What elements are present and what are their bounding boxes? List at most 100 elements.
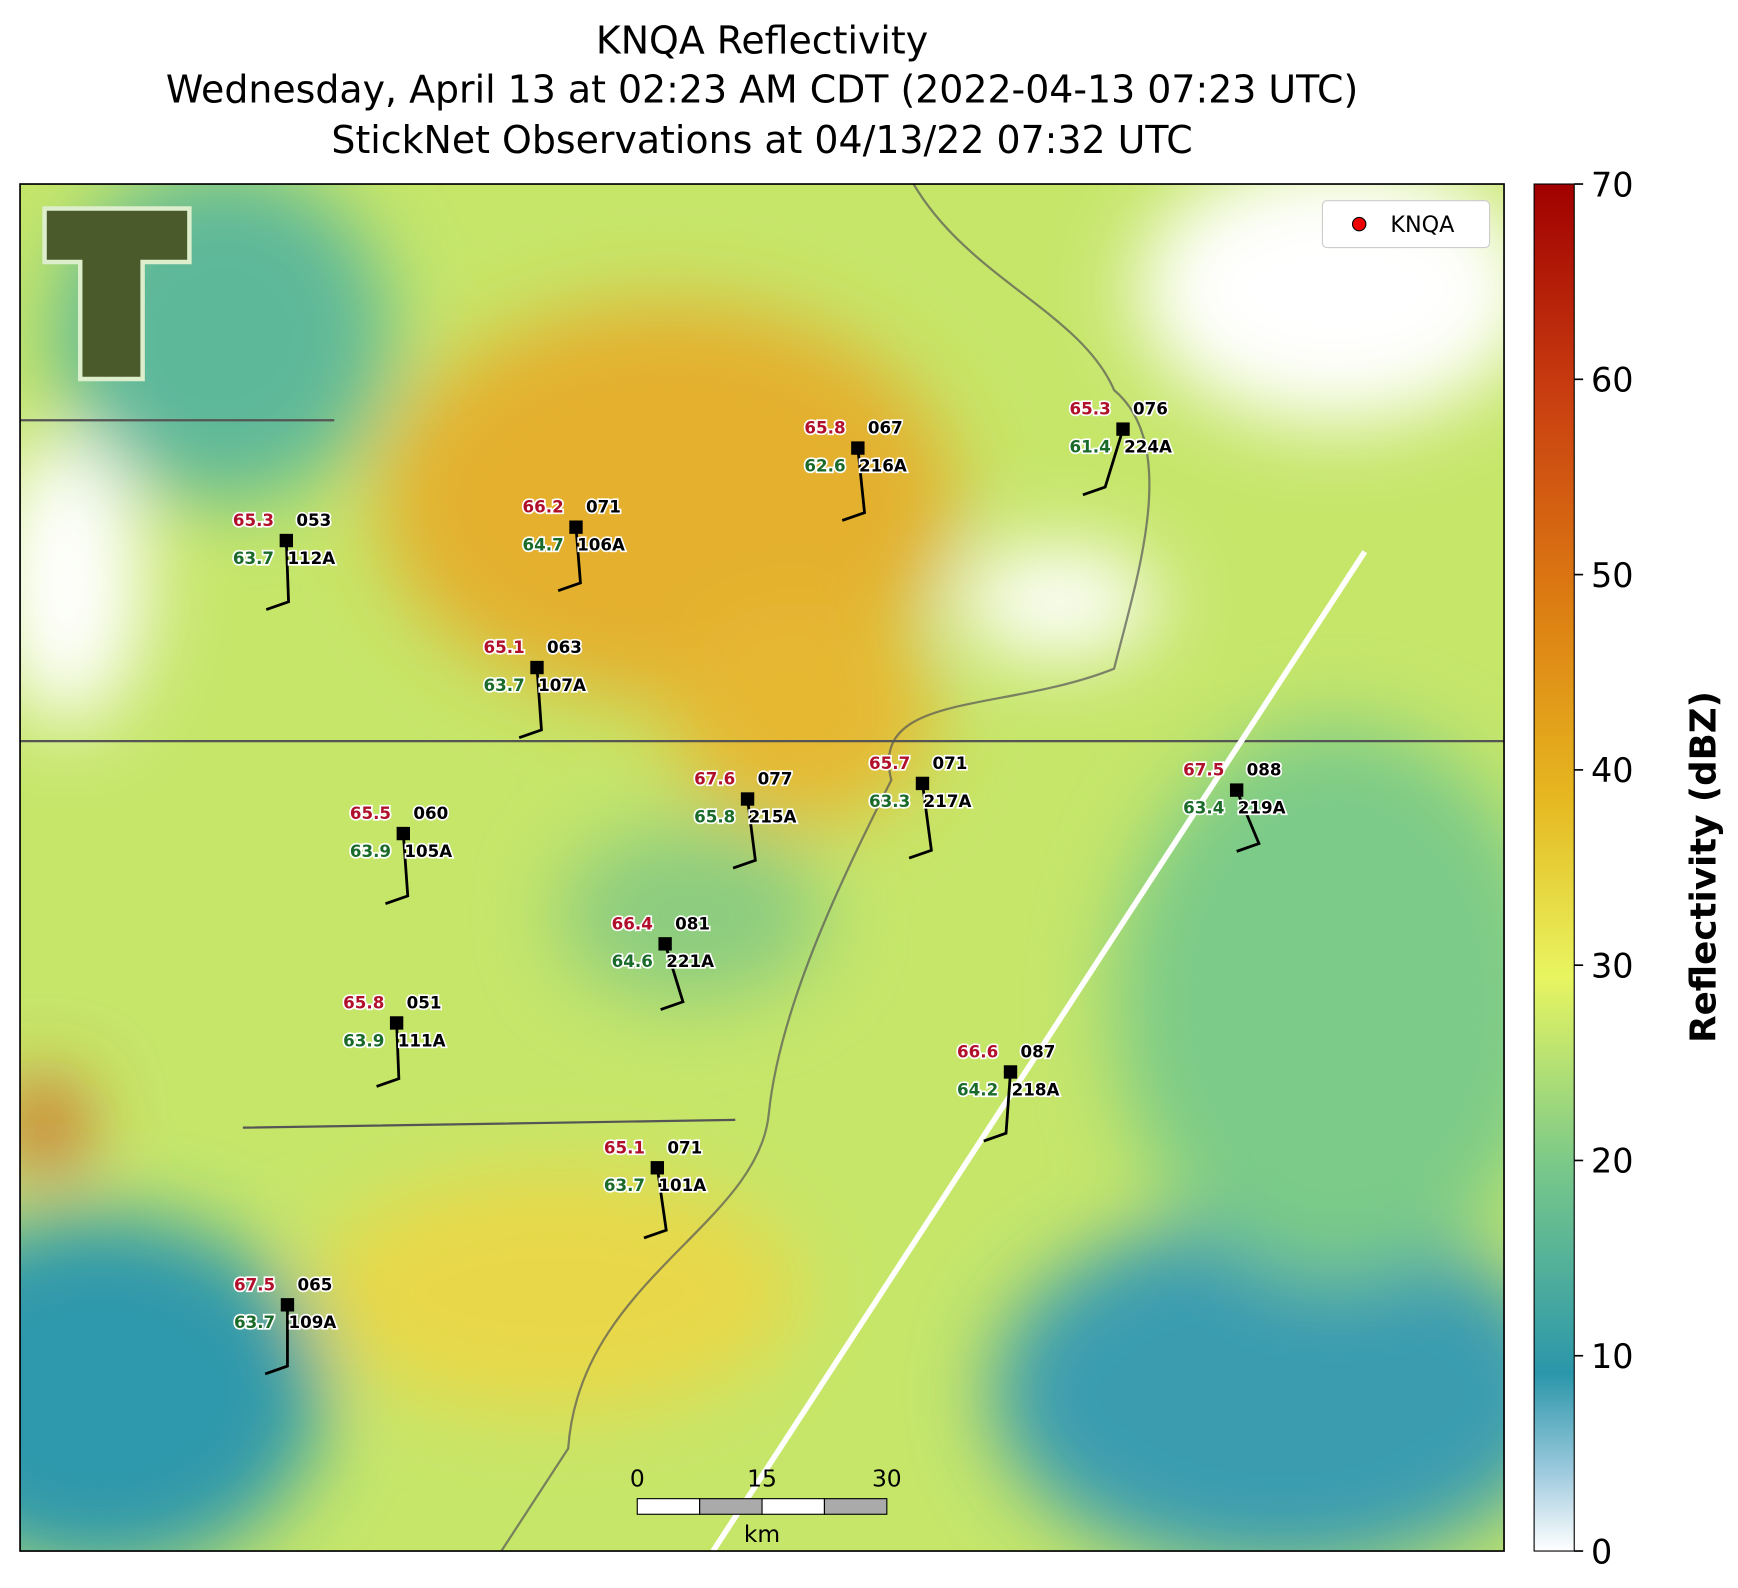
temperature: 67.5 bbox=[234, 1274, 275, 1294]
title: Wednesday, April 13 at 02:23 AM CDT (202… bbox=[166, 68, 1358, 112]
wind-barb bbox=[518, 667, 543, 740]
temperature: 65.8 bbox=[343, 992, 384, 1012]
wind-barb bbox=[732, 798, 757, 870]
pressure: 087 bbox=[1021, 1041, 1056, 1061]
wind-barb bbox=[983, 1071, 1012, 1143]
station-id: 215A bbox=[749, 806, 797, 826]
colorbar-tick-label: 20 bbox=[1591, 1142, 1634, 1181]
scale-bar-label: 15 bbox=[747, 1464, 777, 1492]
dewpoint: 64.2 bbox=[957, 1079, 998, 1099]
temperature: 65.1 bbox=[604, 1137, 645, 1157]
wind-barb bbox=[557, 527, 582, 592]
scale-bar-segment bbox=[823, 1498, 888, 1515]
station-marker bbox=[1003, 1065, 1018, 1079]
station-marker bbox=[851, 441, 865, 455]
pressure: 077 bbox=[758, 769, 793, 789]
station-id: 106A bbox=[577, 535, 625, 555]
wind-barb bbox=[376, 1022, 401, 1088]
temperature: 65.3 bbox=[233, 510, 274, 530]
temperature: 65.7 bbox=[869, 753, 910, 773]
station-id: 107A bbox=[538, 675, 586, 695]
temperature: 66.6 bbox=[957, 1041, 998, 1061]
station-marker bbox=[1116, 422, 1130, 436]
legend: KNQA bbox=[1321, 200, 1491, 249]
dewpoint: 63.7 bbox=[604, 1175, 645, 1195]
dewpoint: 65.8 bbox=[694, 806, 735, 826]
station-id: 105A bbox=[404, 841, 452, 861]
station-id: 109A bbox=[289, 1312, 337, 1332]
colorbar bbox=[1533, 183, 1575, 1552]
pressure: 071 bbox=[667, 1137, 702, 1157]
wind-barb bbox=[385, 833, 410, 906]
legend-label: KNQA bbox=[1390, 212, 1455, 238]
station-id: 111A bbox=[398, 1030, 446, 1050]
wind-barb bbox=[265, 540, 290, 611]
pressure: 076 bbox=[1133, 399, 1168, 419]
colorbar-tick-label: 40 bbox=[1591, 751, 1634, 790]
pressure: 060 bbox=[413, 803, 448, 823]
dewpoint: 63.7 bbox=[233, 548, 274, 568]
temperature: 65.1 bbox=[484, 637, 525, 657]
station-id: 101A bbox=[658, 1175, 706, 1195]
pressure: 051 bbox=[407, 992, 442, 1012]
station-marker bbox=[530, 660, 544, 675]
legend-marker bbox=[1351, 216, 1367, 232]
wind-barb bbox=[643, 1167, 668, 1240]
dewpoint: 63.9 bbox=[350, 841, 391, 861]
wind-barb bbox=[264, 1304, 289, 1376]
wind-barb bbox=[841, 447, 867, 522]
station-marker bbox=[1229, 783, 1244, 797]
station-marker bbox=[280, 1298, 295, 1312]
dewpoint: 62.6 bbox=[804, 455, 845, 475]
scale-bar-segment bbox=[761, 1498, 825, 1515]
temperature: 65.3 bbox=[1070, 399, 1111, 419]
pressure: 081 bbox=[675, 913, 710, 933]
station-marker bbox=[658, 937, 672, 951]
scale-bar-segment bbox=[699, 1498, 763, 1515]
station-id: 224A bbox=[1124, 437, 1172, 457]
pressure: 071 bbox=[933, 753, 968, 773]
colorbar-label: Reflectivity (dBZ) bbox=[1684, 691, 1725, 1043]
title: KNQA Reflectivity bbox=[596, 19, 928, 63]
station-id: 216A bbox=[859, 455, 907, 475]
station-marker bbox=[279, 533, 294, 548]
station-marker bbox=[396, 826, 410, 841]
dewpoint: 63.3 bbox=[869, 791, 910, 811]
station-id: 218A bbox=[1012, 1079, 1060, 1099]
station-marker bbox=[915, 776, 930, 791]
colorbar-tick-label: 70 bbox=[1591, 165, 1634, 204]
temperature: 65.8 bbox=[804, 418, 845, 438]
station-marker bbox=[740, 792, 755, 806]
station-id: 221A bbox=[666, 951, 714, 971]
temperature: 66.4 bbox=[612, 913, 653, 933]
map-frame bbox=[19, 183, 1505, 1552]
temperature: 67.5 bbox=[1183, 760, 1224, 780]
title: StickNet Observations at 04/13/22 07:32 … bbox=[331, 118, 1192, 162]
scale-bar-segment bbox=[636, 1498, 701, 1515]
wind-barb bbox=[660, 943, 685, 1011]
logo bbox=[42, 206, 192, 382]
pressure: 053 bbox=[296, 510, 331, 530]
colorbar-tick-label: 30 bbox=[1591, 946, 1634, 985]
colorbar-tick-label: 0 bbox=[1591, 1532, 1612, 1571]
legend-box bbox=[1321, 200, 1491, 249]
dewpoint: 61.4 bbox=[1070, 437, 1111, 457]
dewpoint: 63.7 bbox=[234, 1312, 275, 1332]
station-id: 112A bbox=[287, 548, 335, 568]
pressure: 065 bbox=[297, 1274, 332, 1294]
scale-bar-label: 0 bbox=[630, 1464, 645, 1492]
temperature: 65.5 bbox=[350, 803, 391, 823]
wind-barb bbox=[908, 783, 933, 860]
reflectivity-field bbox=[20, 184, 1505, 1552]
stations: 65.3 053 63.7 112A 66.2 071 64.7 106A 65.1 063 63.… bbox=[231, 397, 1287, 1376]
colorbar-tick-label: 60 bbox=[1591, 361, 1634, 400]
scale-bar-label: 30 bbox=[872, 1464, 902, 1492]
colorbar-tick-label: 10 bbox=[1591, 1337, 1634, 1376]
station-marker bbox=[650, 1161, 665, 1175]
scale-bar-unit: km bbox=[744, 1520, 780, 1548]
dewpoint: 63.9 bbox=[343, 1030, 384, 1050]
pressure: 071 bbox=[586, 497, 621, 517]
dewpoint: 63.7 bbox=[484, 675, 525, 695]
